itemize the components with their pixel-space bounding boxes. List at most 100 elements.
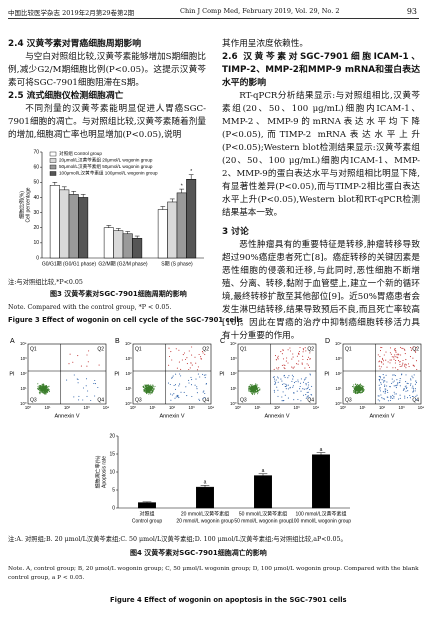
event-dot: [202, 391, 204, 393]
event-dot: [249, 387, 251, 389]
event-dot: [379, 388, 381, 390]
event-dot: [43, 388, 45, 390]
event-dot: [42, 385, 45, 388]
event-dot: [149, 385, 151, 387]
y-tick-label: 10⁰: [125, 401, 132, 406]
event-dot: [393, 396, 395, 398]
event-dot: [390, 353, 392, 355]
y-tick-label: 15: [109, 451, 115, 457]
event-dot: [275, 382, 277, 384]
event-dot: [416, 399, 418, 401]
event-dot: [44, 388, 46, 390]
event-dot: [148, 391, 150, 393]
event-dot: [302, 358, 304, 361]
event-dot: [377, 395, 379, 397]
event-dot: [277, 377, 279, 379]
event-dot: [258, 387, 260, 389]
event-dot: [97, 386, 99, 389]
event-dot: [405, 367, 407, 369]
event-dot: [41, 391, 43, 393]
significance-marker: a: [204, 480, 207, 486]
event-dot: [304, 367, 306, 369]
event-dot: [281, 380, 283, 382]
event-dot: [175, 396, 177, 398]
event-dot: [307, 386, 309, 388]
event-dot: [310, 394, 312, 396]
event-dot: [273, 376, 275, 378]
event-dot: [149, 387, 151, 390]
event-dot: [38, 392, 40, 394]
bar: [103, 227, 114, 259]
event-dot: [150, 386, 152, 389]
significance-marker: *: [190, 169, 192, 175]
event-dot: [386, 366, 388, 368]
event-dot: [72, 361, 74, 363]
event-dot: [412, 391, 414, 393]
paragraph: 恶性肿瘤具有的重要特征是转移,肿瘤转移导致超过90%癌症患者死亡[8]。癌症转移…: [222, 240, 420, 341]
event-dot: [384, 384, 386, 386]
quadrant-label: Q1: [345, 346, 352, 352]
event-dot: [196, 369, 199, 371]
event-dot: [397, 382, 399, 384]
event-dot: [188, 382, 190, 384]
event-dot: [412, 377, 414, 379]
event-dot: [352, 386, 355, 388]
y-axis-label: 细胞凋亡率(%): [94, 455, 101, 488]
event-dot: [45, 392, 47, 394]
y-tick-label: 10: [109, 469, 115, 475]
event-dot: [410, 378, 412, 380]
event-dot: [145, 390, 147, 392]
event-dot: [144, 388, 146, 390]
event-dot: [311, 385, 313, 387]
caption: 图3 汉黄芩素对SGC-7901细胞周期的影响: [50, 290, 187, 298]
event-dot: [411, 375, 413, 377]
event-dot: [195, 362, 197, 364]
event-dot: [384, 388, 386, 390]
event-dot: [68, 363, 70, 365]
y-tick-label: 20: [33, 225, 39, 231]
event-dot: [85, 385, 87, 387]
event-dot: [178, 383, 181, 385]
event-dot: [353, 389, 355, 391]
event-dot: [395, 385, 397, 387]
event-dot: [360, 384, 362, 386]
y-tick-label: 5: [112, 487, 115, 493]
event-dot: [297, 363, 299, 365]
x-tick-label: 10²: [64, 405, 71, 410]
event-dot: [299, 346, 301, 349]
event-dot: [203, 390, 205, 392]
event-dot: [37, 385, 39, 387]
event-dot: [37, 388, 39, 391]
event-dot: [301, 362, 303, 364]
event-dot: [47, 389, 49, 391]
event-dot: [307, 395, 309, 397]
event-dot: [379, 390, 381, 392]
event-dot: [292, 367, 294, 369]
event-dot: [378, 384, 380, 386]
event-dot: [272, 376, 274, 379]
x-axis-label: Annexin V: [159, 413, 184, 419]
event-dot: [255, 385, 257, 387]
event-dot: [393, 374, 395, 376]
y-tick-label: 10¹: [230, 386, 237, 391]
event-dot: [307, 391, 309, 393]
quadrant-label: Q2: [412, 346, 419, 352]
x-axis-label: Annexin V: [264, 413, 289, 419]
event-dot: [410, 349, 412, 351]
panel-letter: C: [220, 338, 225, 345]
event-dot: [307, 396, 309, 398]
event-dot: [300, 378, 302, 380]
event-dot: [304, 378, 306, 380]
journal-en: Chin J Comp Med, February 2019, Vol. 29,…: [180, 7, 340, 15]
event-dot: [363, 390, 365, 392]
bar: [78, 197, 89, 259]
event-dot: [389, 359, 391, 361]
event-dot: [394, 356, 396, 358]
event-dot: [69, 353, 71, 355]
y-axis-label: PI: [324, 371, 330, 377]
event-dot: [305, 384, 307, 386]
event-dot: [252, 386, 254, 388]
event-dot: [357, 388, 359, 390]
legend-label: 100μmol/L汉黄芩素组 100μmol/L wogonin group: [59, 170, 158, 177]
